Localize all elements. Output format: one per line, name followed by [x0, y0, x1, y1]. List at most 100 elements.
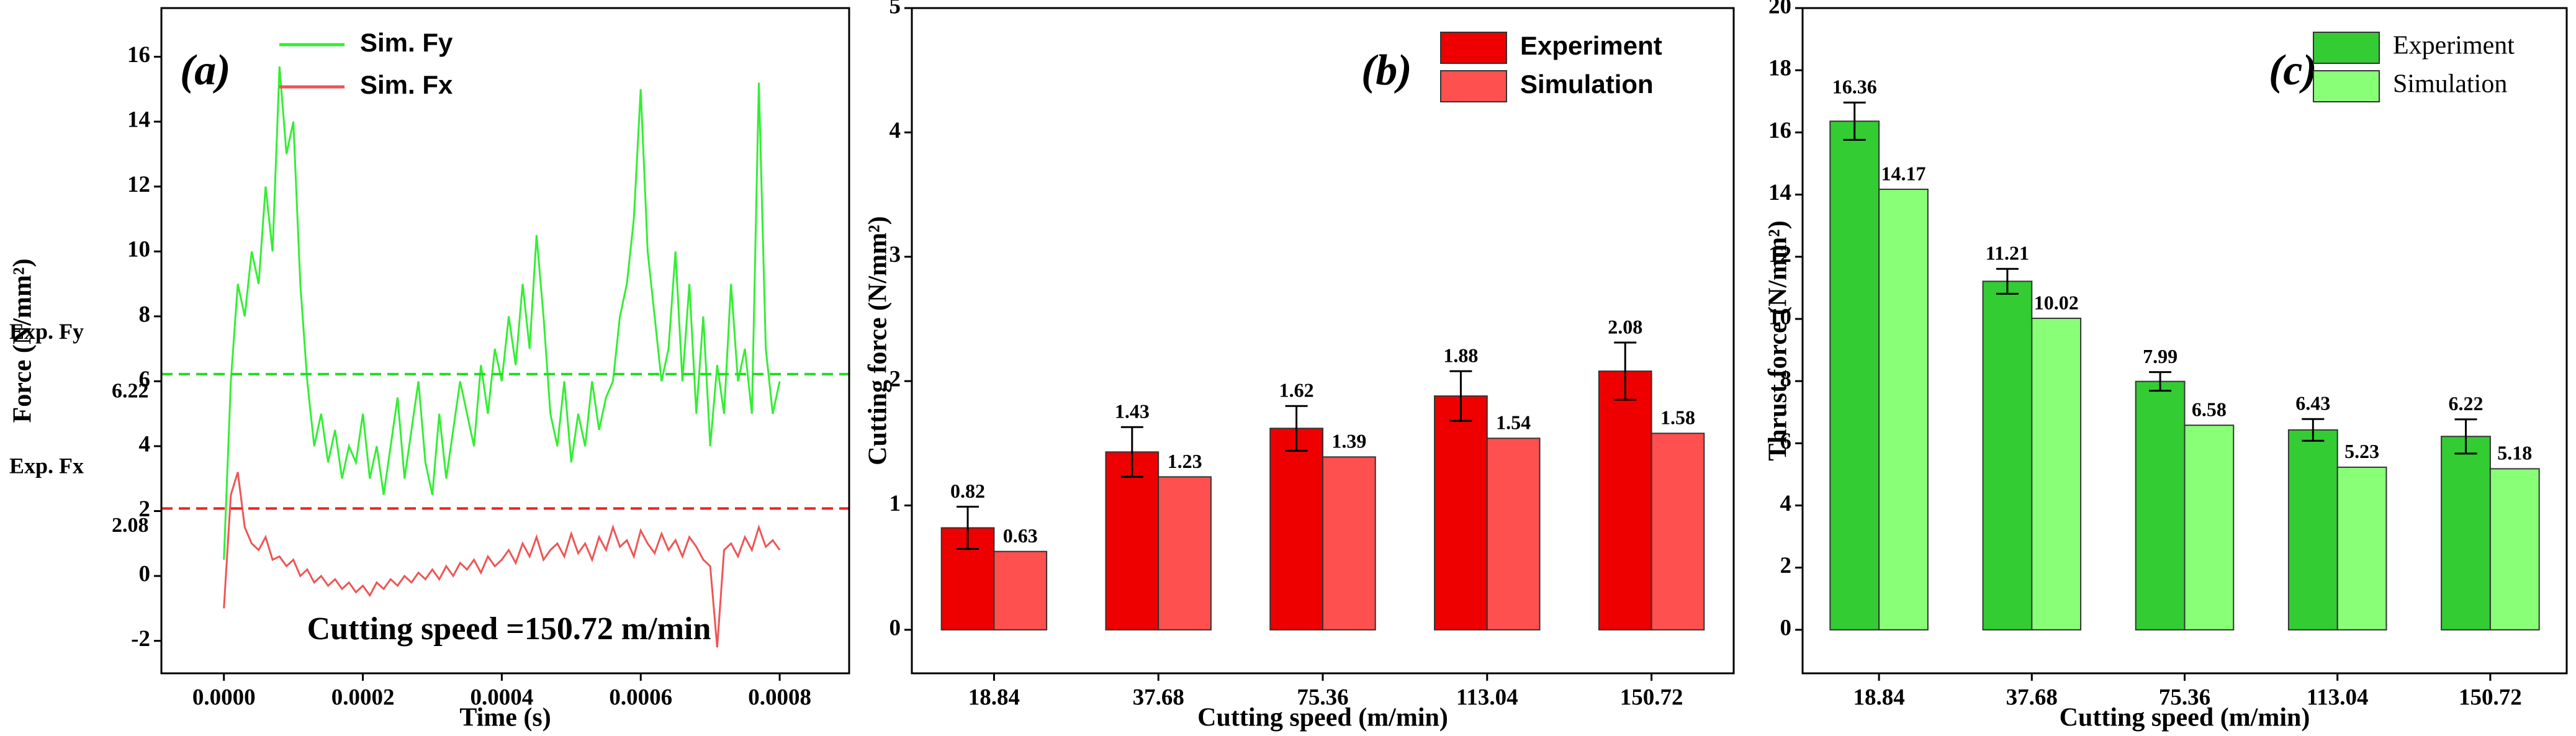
x-axis-title: Time (s)	[459, 704, 551, 732]
bar	[2287, 429, 2338, 631]
y-tick-label: 16	[1768, 118, 1791, 143]
y-axis-title: Force (N/mm²)	[9, 259, 37, 423]
y-tick-label: 10	[1768, 304, 1791, 330]
y-tick-label: 2	[139, 496, 151, 522]
y-tick-label: 4	[889, 118, 901, 143]
bar	[1486, 438, 1541, 631]
x-tick-label: 150.72	[1620, 684, 1683, 710]
y-tick-label: -2	[131, 626, 150, 652]
bar	[1598, 370, 1652, 631]
data-label: 7.99	[2143, 345, 2177, 367]
line-series	[223, 66, 781, 560]
x-tick-label: 113.04	[2307, 684, 2369, 710]
bar	[1158, 476, 1212, 631]
bar	[1269, 428, 1324, 631]
y-tick-label: 4	[139, 431, 151, 457]
panel-label: (a)	[180, 47, 231, 94]
data-label: 1.43	[1115, 400, 1150, 423]
data-label: 11.21	[1986, 242, 2029, 264]
x-tick-label: 37.68	[2006, 684, 2058, 710]
y-tick-label: 10	[127, 237, 150, 263]
x-axis-title: Cutting speed (m/min)	[2060, 704, 2310, 732]
legend-label: Simulation	[2393, 70, 2507, 99]
y-tick-label: 2	[889, 367, 901, 392]
plot-frame	[1801, 7, 2568, 675]
y-tick-label: 16	[127, 42, 150, 68]
x-tick-label: 0.0004	[471, 684, 534, 710]
data-label: 0.82	[950, 480, 985, 502]
y-tick-label: 12	[127, 172, 150, 197]
legend-label: Sim. Fy	[360, 28, 453, 57]
bar	[1434, 395, 1488, 631]
bar	[1829, 120, 1880, 631]
x-tick-label: 18.84	[968, 684, 1020, 710]
x-tick-label: 75.36	[2159, 684, 2210, 710]
legend-swatch	[1440, 32, 1507, 64]
data-label: 16.36	[1832, 76, 1877, 98]
y-tick-label: 12	[1768, 242, 1791, 267]
legend-swatch	[2313, 70, 2380, 102]
bar	[2031, 317, 2082, 631]
y-tick-label: 8	[139, 302, 151, 327]
y-tick-label: 8	[1780, 367, 1792, 392]
data-label: 5.18	[2497, 442, 2532, 464]
y-tick-label: 6	[1780, 429, 1792, 454]
y-tick-label: 1	[889, 491, 901, 516]
bar	[1105, 451, 1160, 631]
x-axis-title: Cutting speed (m/min)	[1197, 704, 1448, 732]
y-tick-label: 5	[889, 0, 901, 19]
y-tick-label: 3	[889, 242, 901, 267]
bar	[1878, 189, 1929, 631]
y-tick-label: 6	[139, 367, 151, 392]
x-tick-label: 150.72	[2459, 684, 2522, 710]
panel-label: (b)	[1361, 47, 1412, 94]
legend-label: Sim. Fx	[360, 70, 453, 99]
x-tick-label: 0.0000	[192, 684, 256, 710]
x-tick-label: 18.84	[1853, 684, 1904, 710]
panel-label: (c)	[2269, 47, 2317, 94]
x-tick-label: 0.0002	[331, 684, 395, 710]
y-tick-label: 14	[127, 107, 150, 133]
bar	[2336, 466, 2387, 631]
data-label: 6.43	[2295, 392, 2330, 415]
data-label: 1.88	[1443, 344, 1478, 366]
reference-value: 2.08	[112, 514, 149, 537]
bar	[2489, 468, 2540, 631]
y-axis-title: Cutting force (N/mm²)	[864, 216, 893, 465]
data-label: 10.02	[2034, 291, 2079, 313]
reference-value: 6.22	[112, 380, 149, 403]
legend-swatch	[2313, 32, 2380, 64]
reference-label: Exp. Fy	[9, 319, 84, 344]
x-tick-label: 75.36	[1297, 684, 1348, 710]
bar	[2184, 424, 2235, 631]
data-label: 0.63	[1003, 524, 1038, 547]
annotation: Cutting speed =150.72 m/min	[307, 611, 711, 647]
y-tick-label: 0	[889, 615, 901, 640]
data-label: 1.39	[1331, 430, 1366, 452]
y-tick-label: 20	[1768, 0, 1791, 19]
bar	[993, 550, 1048, 631]
data-label: 6.22	[2449, 392, 2484, 415]
y-tick-label: 0	[139, 562, 151, 587]
bar	[1651, 433, 1705, 631]
bar	[1322, 456, 1376, 631]
legend-label: Experiment	[1520, 31, 1662, 60]
data-label: 1.54	[1496, 411, 1531, 434]
data-label: 2.08	[1608, 315, 1642, 338]
x-tick-label: 113.04	[1456, 684, 1518, 710]
data-label: 1.23	[1168, 450, 1202, 472]
x-tick-label: 37.68	[1133, 684, 1184, 710]
line-series	[223, 472, 781, 648]
legend-swatch	[1440, 70, 1507, 102]
y-tick-label: 14	[1768, 180, 1791, 205]
data-label: 6.58	[2192, 398, 2227, 421]
y-tick-label: 0	[1780, 615, 1792, 640]
data-label: 14.17	[1881, 162, 1925, 184]
x-tick-label: 0.0006	[609, 684, 672, 710]
bar	[1982, 280, 2033, 631]
plot-frame	[911, 7, 1735, 675]
legend-label: Simulation	[1520, 70, 1654, 99]
bar	[2135, 380, 2186, 631]
y-axis-title: Thrust force (N/mm²)	[1764, 220, 1793, 460]
